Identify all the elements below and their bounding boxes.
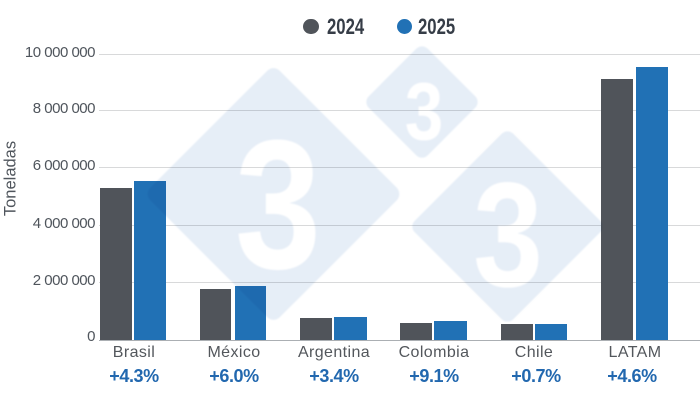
- svg-text:3: 3: [473, 152, 543, 319]
- svg-text:3: 3: [235, 102, 321, 308]
- svg-text:3: 3: [405, 66, 443, 158]
